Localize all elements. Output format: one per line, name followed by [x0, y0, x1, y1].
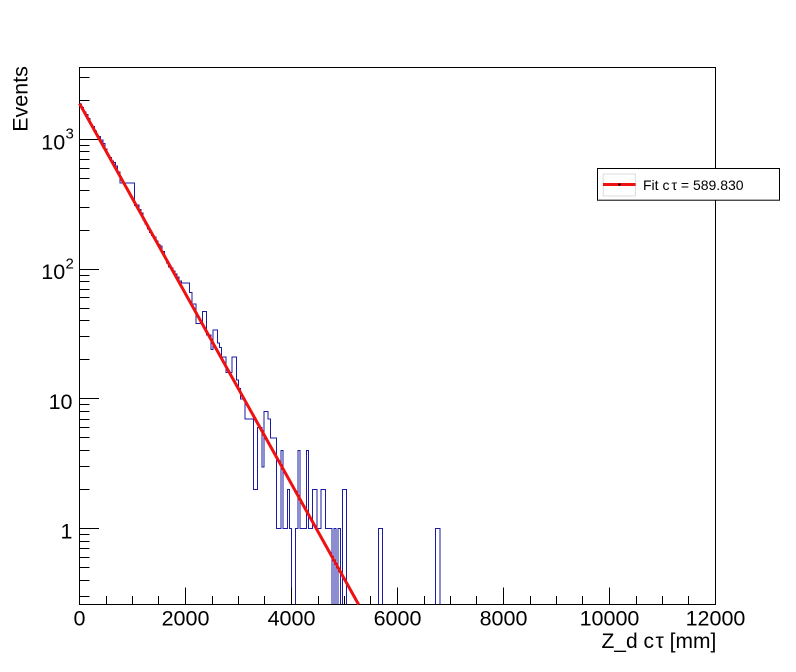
svg-text:0: 0 [74, 607, 86, 631]
svg-text:Fit cτ = 589.830: Fit cτ = 589.830 [643, 177, 744, 193]
svg-text:2000: 2000 [162, 607, 210, 631]
svg-text:Events: Events [8, 66, 32, 132]
svg-text:10: 10 [41, 260, 65, 284]
svg-text:12000: 12000 [686, 607, 746, 631]
svg-text:6000: 6000 [374, 607, 422, 631]
svg-text:10000: 10000 [580, 607, 640, 631]
svg-text:10: 10 [49, 390, 73, 414]
svg-text:2: 2 [66, 255, 74, 272]
svg-text:10: 10 [41, 130, 65, 154]
svg-text:8000: 8000 [480, 607, 528, 631]
svg-text:4000: 4000 [268, 607, 316, 631]
svg-text:3: 3 [66, 126, 74, 143]
svg-text:1: 1 [61, 520, 73, 544]
svg-text:Z_d cτ [mm]: Z_d cτ [mm] [601, 630, 716, 653]
